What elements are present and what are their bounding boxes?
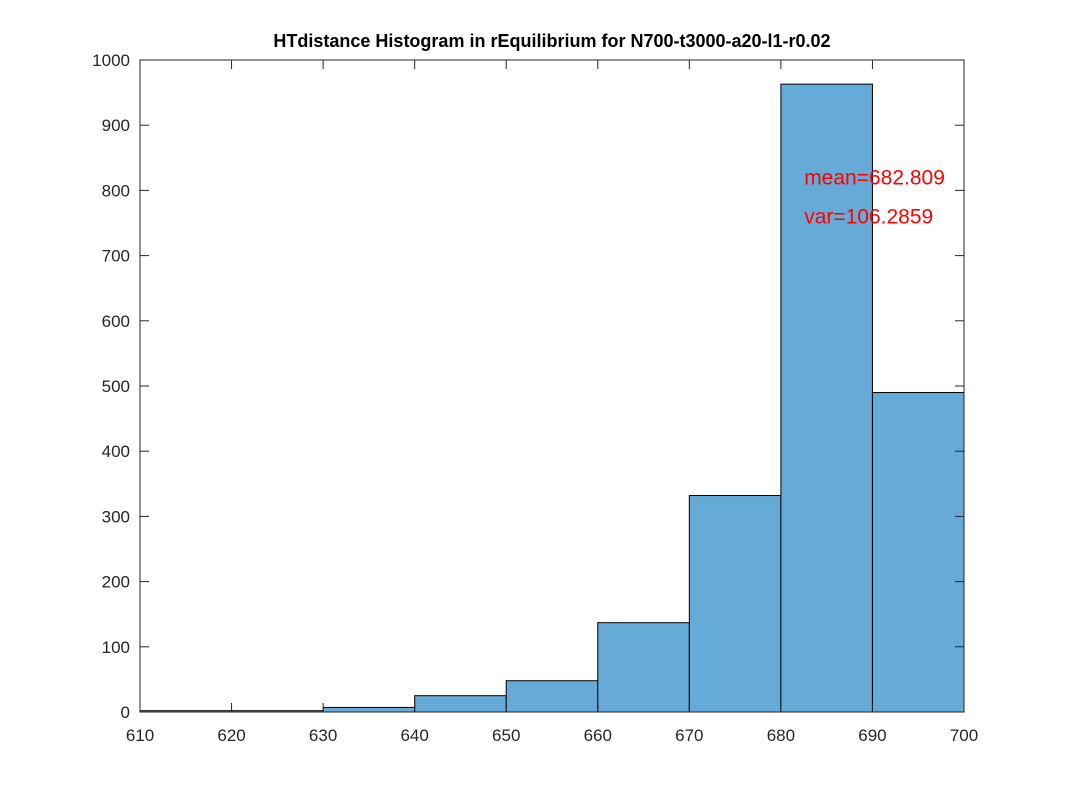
stat-annotation: mean=682.809: [804, 166, 945, 189]
histogram-bar: [871, 392, 965, 713]
ticks-group: [139, 59, 965, 713]
tick-labels-group: 610 620 630 640 650 660 670 680 690 700 0 100 200 300…: [92, 51, 978, 745]
chart-title: HTdistance Histogram in rEquilibrium for…: [273, 31, 830, 51]
x-tick-label: 700: [950, 726, 978, 745]
y-tick-label: 300: [102, 507, 130, 526]
x-tick-label: 690: [858, 726, 886, 745]
y-tick-label: 600: [102, 312, 130, 331]
x-tick-label: 620: [217, 726, 245, 745]
histogram-bar: [322, 706, 416, 713]
y-tick-label: 900: [102, 116, 130, 135]
y-tick-label: 200: [102, 573, 130, 592]
x-tick-label: 670: [675, 726, 703, 745]
x-tick-label: 680: [767, 726, 795, 745]
y-tick-label: 0: [121, 703, 130, 722]
stat-annotation: var=106.2859: [804, 205, 933, 228]
histogram-bar: [597, 622, 690, 713]
x-tick-label: 650: [492, 726, 520, 745]
x-tick-label: 640: [400, 726, 428, 745]
x-tick-label: 660: [584, 726, 612, 745]
histogram-bar: [688, 495, 782, 713]
y-tick-label: 100: [102, 638, 130, 657]
y-tick-label: 800: [102, 181, 130, 200]
annotations-group: mean=682.809 var=106.2859: [804, 166, 945, 228]
y-tick-label: 700: [102, 247, 130, 266]
y-tick-label: 500: [102, 377, 130, 396]
x-tick-label: 630: [309, 726, 337, 745]
histogram-bar: [414, 695, 507, 713]
x-tick-label: 610: [126, 726, 154, 745]
y-tick-label: 1000: [92, 51, 130, 70]
histogram-bar: [505, 680, 599, 713]
y-tick-label: 400: [102, 442, 130, 461]
bars-group: [139, 83, 965, 713]
